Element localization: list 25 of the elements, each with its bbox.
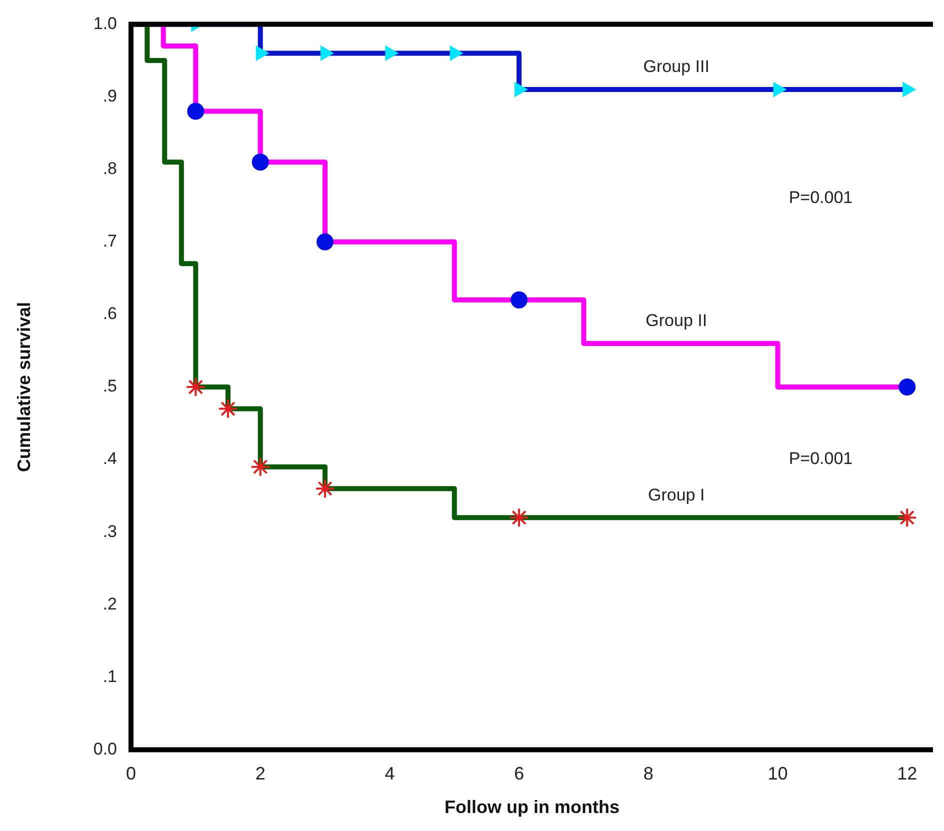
x-tick-label: 12 — [897, 764, 918, 784]
y-tick-label: .9 — [102, 86, 117, 106]
x-tick-label: 0 — [126, 764, 136, 784]
y-tick-label: .3 — [102, 522, 117, 541]
y-tick-label: .5 — [102, 376, 117, 396]
y-tick-label: .8 — [102, 159, 117, 178]
y-tick-label: .6 — [102, 304, 117, 324]
x-tick-label: 2 — [255, 764, 266, 784]
x-tick-label: 8 — [643, 764, 654, 784]
annotation: P=0.001 — [788, 449, 853, 468]
series-label: Group III — [643, 57, 710, 76]
y-tick-label: .7 — [102, 232, 117, 251]
series-label: Group I — [648, 485, 705, 504]
series-label: Group II — [646, 311, 708, 330]
x-tick-label: 6 — [514, 764, 524, 784]
x-axis-title: Follow up in months — [444, 797, 620, 818]
y-axis-title: Cumulative survival — [14, 302, 34, 472]
y-tick-label: 0.0 — [93, 739, 117, 758]
y-tick-label: .4 — [102, 449, 117, 468]
y-tick-label: .2 — [102, 594, 117, 614]
x-tick-label: 4 — [384, 764, 395, 784]
y-tick-label: 1.0 — [93, 14, 117, 33]
x-tick-label: 10 — [768, 764, 788, 784]
annotation: P=0.001 — [788, 188, 853, 208]
y-tick-label: .1 — [102, 666, 117, 686]
